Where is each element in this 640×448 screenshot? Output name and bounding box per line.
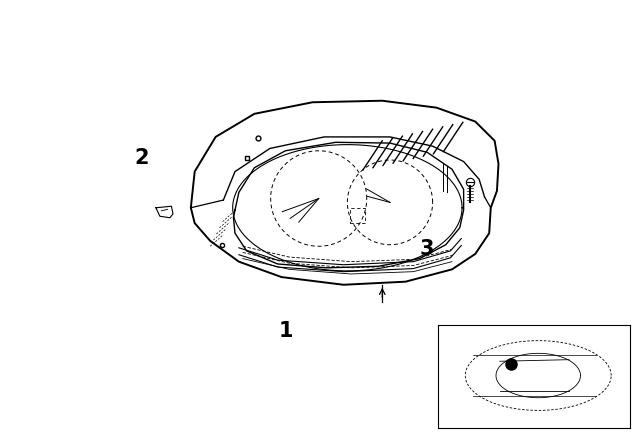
Text: 2: 2	[135, 148, 149, 168]
Text: 3: 3	[420, 239, 435, 258]
Text: 1: 1	[278, 322, 293, 341]
Text: CC011596: CC011596	[462, 369, 512, 379]
